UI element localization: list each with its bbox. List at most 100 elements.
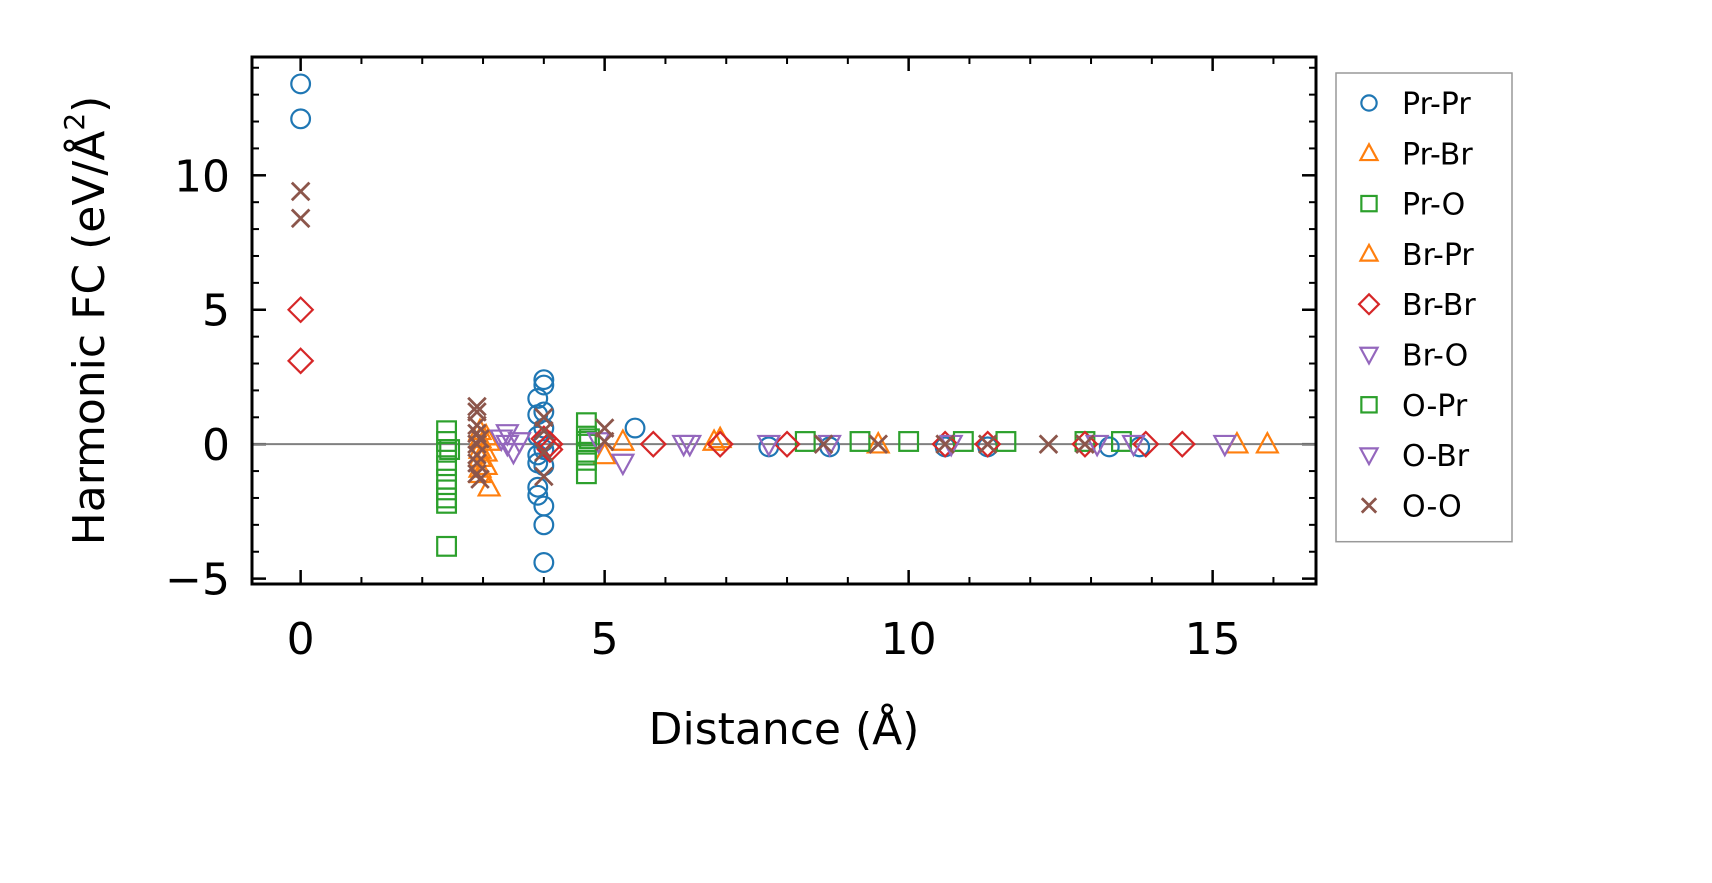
x-marker-stroke	[534, 466, 554, 487]
legend-item: Pr-Pr	[1360, 87, 1471, 122]
data-point	[467, 463, 487, 484]
series-pr-pr	[290, 73, 1151, 573]
data-point	[533, 495, 555, 517]
data-points-layer	[286, 73, 1280, 573]
data-point	[436, 487, 458, 509]
data-point	[898, 431, 920, 452]
legend-marker	[1360, 396, 1378, 414]
data-point	[610, 428, 636, 451]
y-axis-label: Harmonic FC (eV/Å2)	[58, 96, 115, 546]
data-point	[436, 420, 458, 442]
data-point	[1038, 434, 1059, 454]
legend-item: Pr-O	[1360, 188, 1465, 223]
plot-frame	[250, 55, 1318, 586]
series-o-o	[290, 181, 1095, 489]
data-point	[578, 428, 600, 450]
legend-label: Pr-Br	[1402, 137, 1473, 172]
data-point	[1071, 430, 1099, 458]
legend-marker	[1358, 447, 1380, 467]
data-point	[488, 429, 514, 453]
data-point	[436, 468, 458, 490]
data-point	[977, 434, 998, 454]
x-marker-stroke	[534, 442, 554, 463]
data-point	[527, 388, 549, 409]
x-marker-stroke	[935, 434, 955, 454]
data-point	[470, 469, 490, 489]
data-point	[534, 466, 554, 487]
data-point	[533, 374, 555, 396]
x-marker-stroke	[977, 434, 998, 454]
legend-items: Pr-Pr Pr-Br Pr-O Br-Pr Br-Br Br-O O-Pr O-Br O-O	[1357, 87, 1476, 524]
data-point	[495, 434, 520, 458]
y-axis-label-main: Harmonic FC (eV/Å	[62, 131, 115, 546]
data-point	[671, 434, 696, 458]
legend-marker	[1358, 141, 1380, 162]
x-marker-stroke	[813, 434, 834, 454]
x-marker-stroke	[467, 463, 487, 484]
x-marker-stroke	[467, 445, 487, 465]
y-axis-label-superscript: 2	[58, 113, 91, 131]
data-point	[974, 430, 1002, 458]
data-point	[536, 430, 564, 458]
data-point	[773, 430, 801, 458]
legend-marker	[1360, 194, 1378, 213]
data-point	[935, 434, 955, 454]
legend-item: Br-Pr	[1358, 238, 1474, 273]
legend-label: Br-Pr	[1402, 238, 1474, 273]
data-point	[290, 108, 312, 130]
data-point	[527, 476, 549, 498]
legend-label: O-Pr	[1402, 389, 1468, 424]
data-point	[1212, 434, 1238, 458]
x-marker-stroke	[470, 429, 490, 449]
x-marker-stroke	[1075, 434, 1095, 454]
legend-marker	[1357, 292, 1381, 316]
y-axis-label-end: )	[64, 96, 115, 113]
data-point	[1255, 430, 1280, 454]
data-point	[624, 417, 646, 439]
data-point	[931, 430, 959, 458]
data-point	[610, 453, 636, 477]
data-point	[439, 439, 461, 461]
data-point	[575, 412, 597, 434]
x-marker-stroke	[290, 208, 311, 229]
legend-label: O-O	[1402, 489, 1462, 524]
data-point	[995, 431, 1017, 452]
data-point	[533, 401, 555, 423]
data-point	[1075, 434, 1095, 454]
legend-item: Pr-Br	[1358, 137, 1473, 172]
legend-label: Br-Br	[1402, 288, 1476, 323]
data-point	[290, 208, 311, 229]
data-point	[286, 296, 315, 324]
legend-marker	[1358, 242, 1380, 262]
legend-marker	[1360, 497, 1378, 514]
data-point	[639, 430, 667, 458]
tick-layer	[252, 57, 1316, 584]
data-point	[501, 442, 526, 466]
x-tick-label: 5	[591, 614, 619, 665]
data-point	[977, 436, 999, 458]
y-tick-label: 5	[202, 286, 230, 337]
data-point	[813, 434, 834, 454]
tick-label-layer: 0 5 10 15 −5 0 5 10	[165, 151, 1241, 665]
data-point	[476, 473, 502, 497]
data-point	[534, 420, 554, 441]
data-point	[594, 431, 615, 452]
x-tick-label: 15	[1185, 614, 1241, 665]
data-point	[470, 429, 490, 449]
data-point	[706, 430, 734, 458]
data-point	[1084, 434, 1110, 458]
x-marker-stroke	[594, 431, 615, 452]
data-point	[1098, 436, 1120, 458]
legend-label: Br-O	[1402, 339, 1468, 374]
series-o-br	[488, 429, 1238, 458]
y-tick-label: −5	[165, 555, 230, 606]
data-point	[534, 442, 554, 463]
data-point	[467, 445, 487, 465]
data-point	[436, 431, 458, 452]
data-point	[536, 435, 564, 464]
data-point	[467, 396, 487, 417]
data-point	[290, 181, 311, 202]
legend-item: Br-Br	[1357, 288, 1476, 323]
